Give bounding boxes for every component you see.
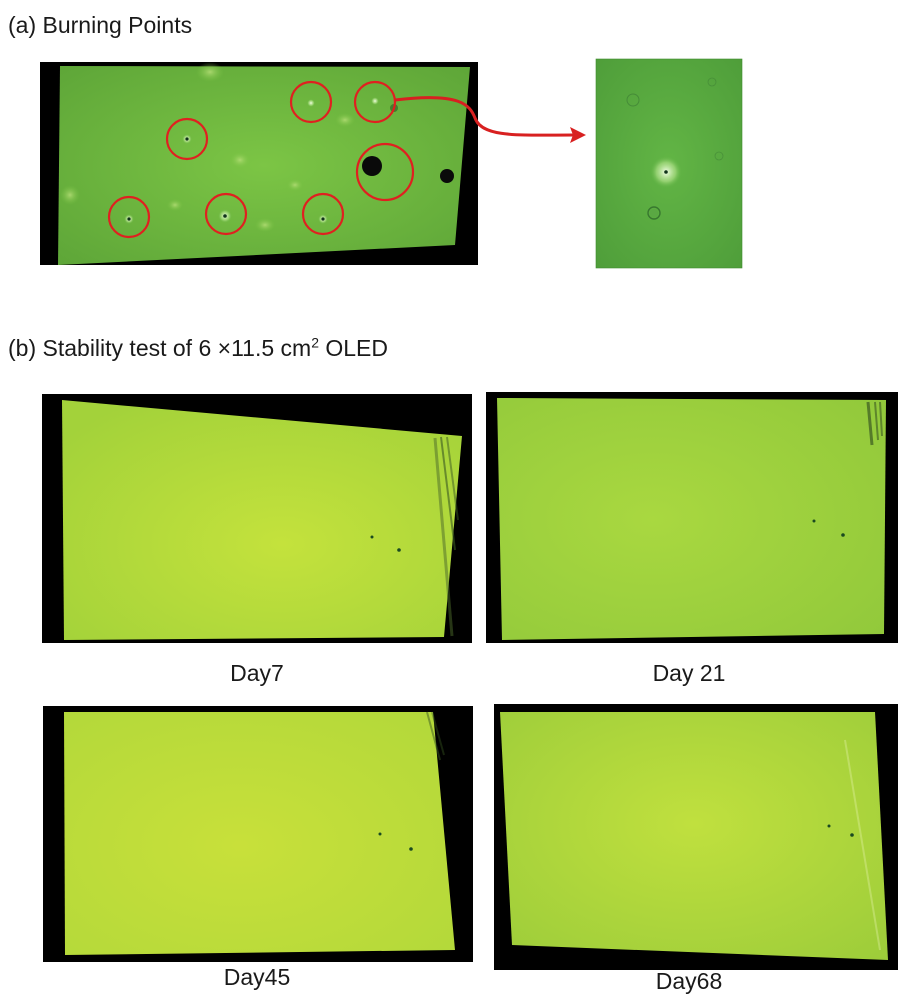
section-a-heading: (a) Burning Points <box>8 12 193 38</box>
zoom-image <box>595 58 743 269</box>
section-b-heading: (b) Stability test of 6 ×11.5 cm2 OLED <box>8 335 388 362</box>
caption-day21: Day 21 <box>652 660 726 686</box>
marker-circle <box>107 195 151 239</box>
burning-spot <box>218 209 232 223</box>
marker-circle <box>355 142 415 202</box>
burning-spot <box>307 99 315 107</box>
zoom-arrow <box>394 96 586 143</box>
oled-panel-day45 <box>43 706 473 962</box>
marker-circle <box>353 80 397 124</box>
burning-spot <box>371 97 379 105</box>
oled-panel-day21 <box>486 392 898 643</box>
burning-spot <box>124 214 134 224</box>
burning-spot <box>318 214 328 224</box>
section-b-heading-text: (b) Stability test of 6 ×11.5 cm <box>8 335 312 361</box>
marker-circle <box>165 117 209 161</box>
caption-day45: Day45 <box>223 964 291 990</box>
burning-points-image <box>40 62 478 265</box>
caption-day7: Day7 <box>230 660 284 686</box>
oled-panel-day68 <box>494 704 898 970</box>
section-b-heading-suffix: OLED <box>318 335 389 361</box>
superscript-two: 2 <box>311 334 319 351</box>
marker-circle <box>301 192 345 236</box>
oled-panel-day7 <box>42 394 472 643</box>
marker-circle <box>204 192 248 236</box>
marker-circle <box>289 80 333 124</box>
caption-day68: Day68 <box>655 968 723 994</box>
burning-spot <box>182 134 192 144</box>
